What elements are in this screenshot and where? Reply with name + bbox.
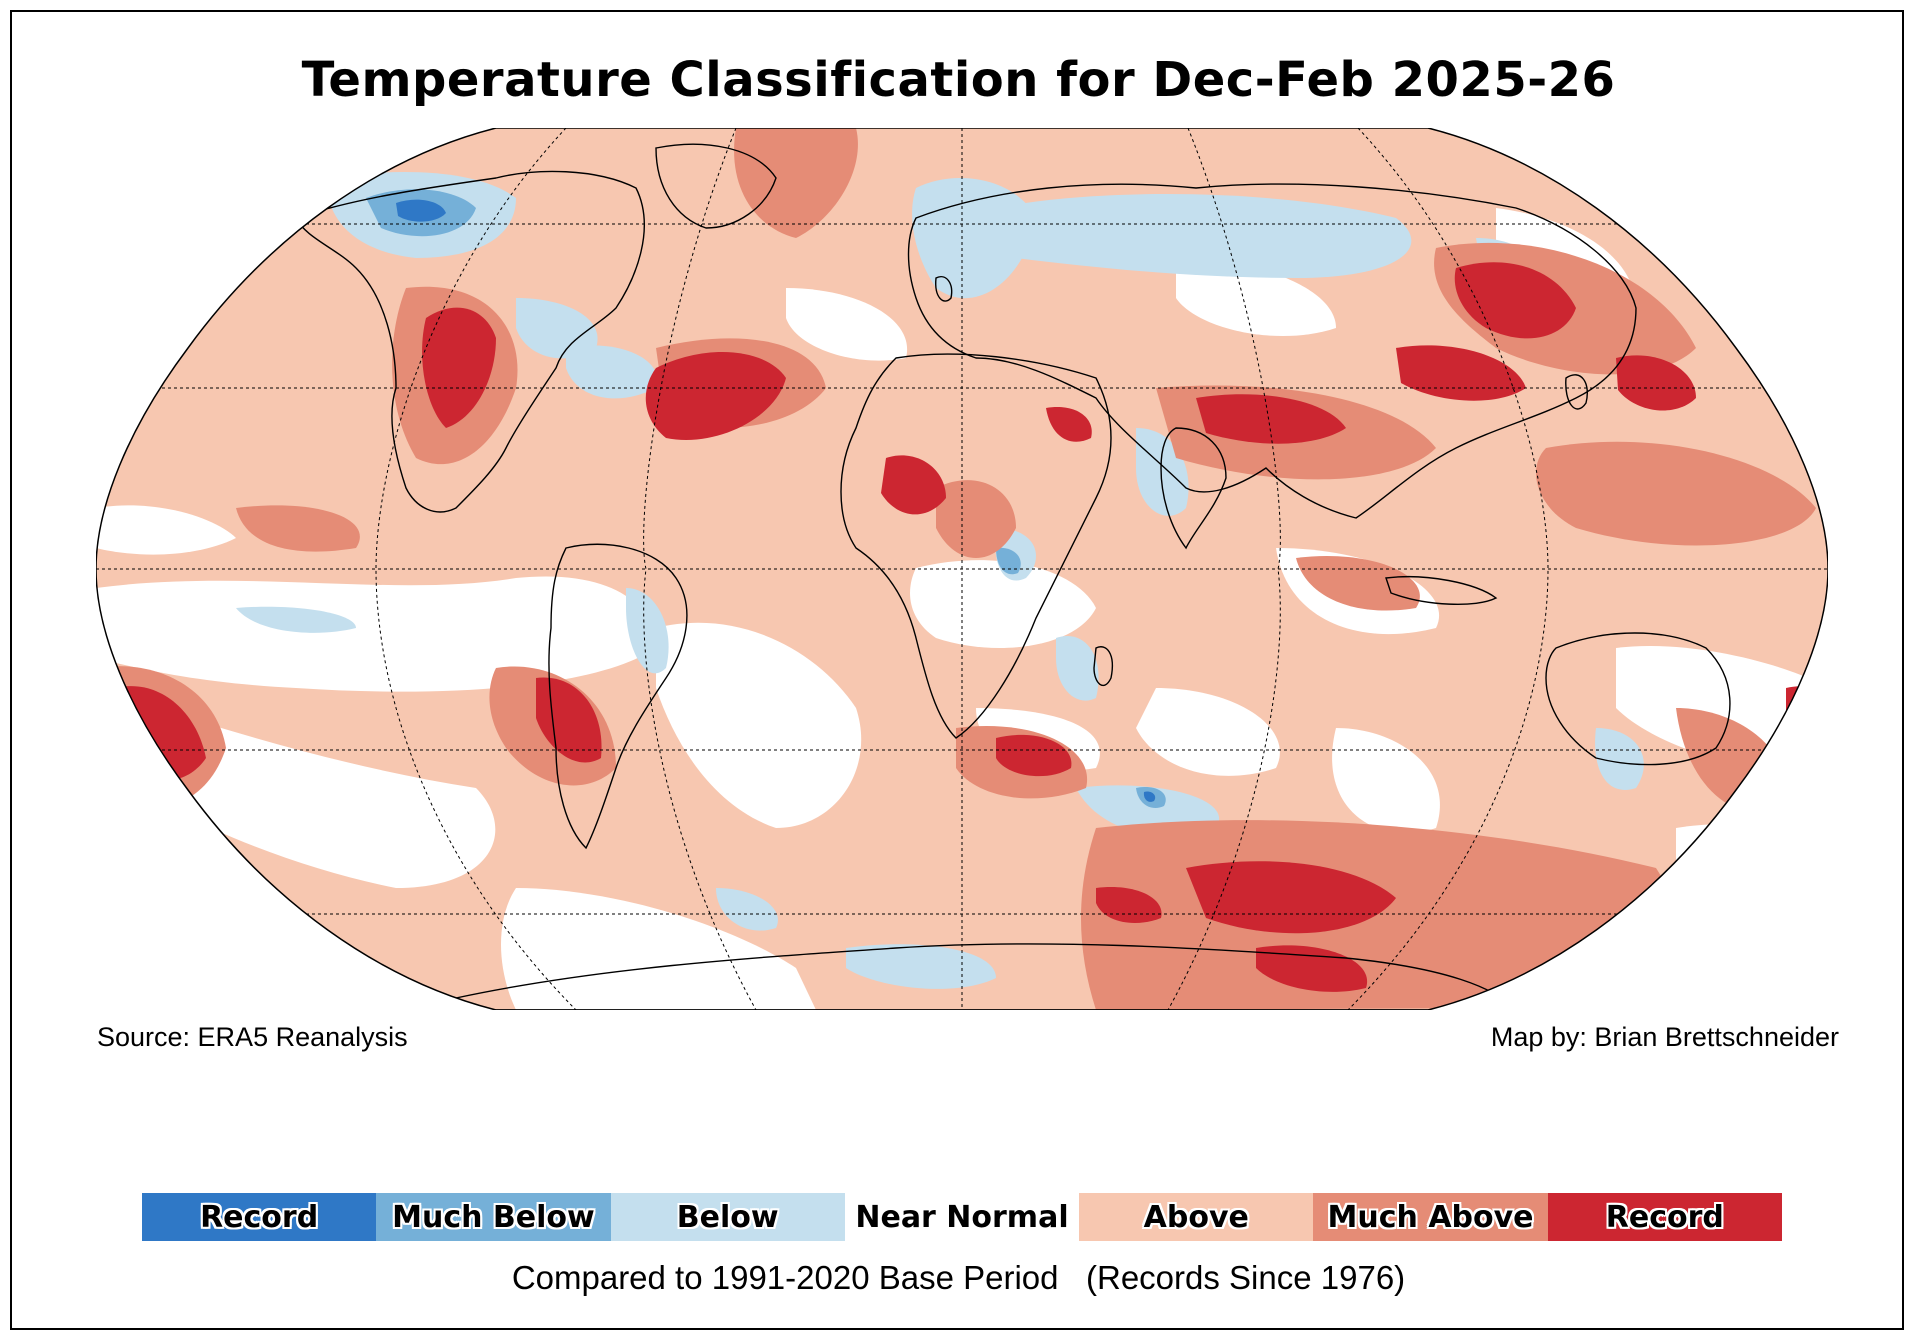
globe-outline	[96, 128, 1828, 1010]
indonesia-outline	[1385, 576, 1498, 605]
legend-record-cold: Record	[142, 1193, 377, 1241]
japan-outline	[1565, 374, 1588, 410]
map-title: Temperature Classification for Dec-Feb 2…	[301, 52, 1616, 108]
credit-label: Map by: Brian Brettschneider	[1490, 1022, 1839, 1052]
source-label: Source: ERA5 Reanalysis	[97, 1022, 408, 1052]
south-america-outline	[548, 543, 688, 850]
legend: Record Much Below Below Near Normal Abov…	[142, 1193, 1782, 1241]
antarctica-outline	[455, 943, 1518, 1010]
madagascar-outline	[1093, 646, 1113, 687]
africa-outline	[840, 353, 1112, 739]
legend-above: Above	[1079, 1193, 1314, 1241]
legend-much-above: Much Above	[1313, 1193, 1548, 1241]
north-america-outline	[295, 170, 645, 513]
base-period-note: Compared to 1991-2020 Base Period (Recor…	[511, 1259, 1406, 1296]
legend-record-warm: Record	[1547, 1193, 1782, 1241]
legend-below: Below	[610, 1193, 845, 1241]
legend-much-below: Much Below	[376, 1193, 611, 1241]
eurasia-outline	[907, 183, 1637, 519]
new-zealand-outline	[1794, 766, 1817, 802]
india-outline	[1160, 427, 1227, 550]
coastlines	[295, 143, 1817, 1010]
greenland-outline	[655, 143, 777, 229]
record-warm-regions	[116, 262, 1828, 992]
world-map	[96, 128, 1828, 1010]
australia-outline	[1545, 632, 1731, 766]
uk-outline	[935, 276, 953, 302]
graticule	[96, 128, 1828, 1010]
legend-near-normal: Near Normal	[844, 1193, 1080, 1241]
